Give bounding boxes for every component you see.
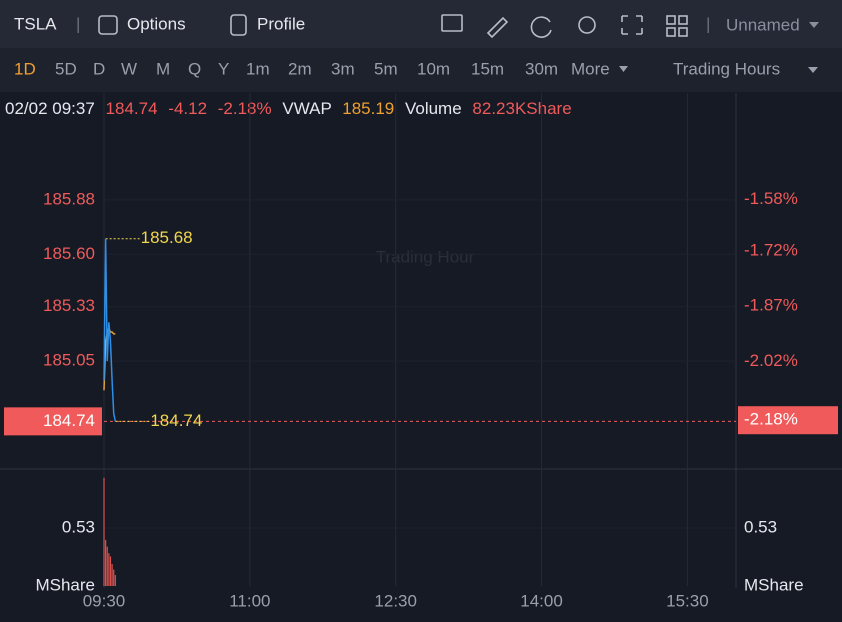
indicator-icon[interactable] xyxy=(441,14,463,32)
x-tick-label: 11:00 xyxy=(229,591,270,610)
y-axis-label: MShare xyxy=(35,575,95,594)
timeframe[interactable]: D xyxy=(93,59,105,78)
x-tick-label: 15:30 xyxy=(666,591,709,610)
last-price-box xyxy=(4,407,102,436)
info-time: 02/02 09:37 xyxy=(5,99,95,118)
timeframe[interactable]: M xyxy=(156,59,170,78)
info-volume-label: Volume xyxy=(405,99,462,118)
timeframe[interactable]: 30m xyxy=(525,59,558,78)
volume-bar xyxy=(106,546,108,586)
info-vwap-label: VWAP xyxy=(282,99,331,118)
info-volume: 82.23KShare xyxy=(472,99,571,118)
volume-bar xyxy=(103,477,105,586)
y-tick-label: 185.33 xyxy=(43,296,95,315)
y-tick-label: 0.53 xyxy=(744,517,777,536)
fullscreen-icon[interactable] xyxy=(621,15,643,35)
annotation-label: 185.68 xyxy=(141,228,193,247)
separator: | xyxy=(706,14,710,33)
y-tick-label: 185.88 xyxy=(43,189,95,208)
volume-bar xyxy=(108,553,110,586)
settings-icon[interactable] xyxy=(578,16,596,34)
info-line: 02/02 09:37 184.74 -4.12 -2.18% VWAP 185… xyxy=(5,99,572,118)
draw-icon[interactable] xyxy=(486,16,509,39)
timeframe[interactable]: 10m xyxy=(417,59,450,78)
dropdown-arrow xyxy=(619,66,628,72)
volume-bar xyxy=(109,556,112,586)
y2-tick-label: -1.72% xyxy=(744,241,798,260)
timeframe[interactable]: More xyxy=(571,59,610,78)
info-vwap: 185.19 xyxy=(342,99,394,118)
session-select[interactable]: Trading Hours xyxy=(673,59,780,78)
timeframe[interactable]: W xyxy=(121,59,137,78)
refresh-icon[interactable] xyxy=(530,16,552,38)
last-price-label: 184.74 xyxy=(43,411,95,430)
timeframe[interactable]: 5D xyxy=(55,59,77,78)
y-axis-label: MShare xyxy=(744,575,804,594)
info-change-pct: -2.18% xyxy=(218,99,272,118)
last-change-box xyxy=(738,406,838,435)
y2-tick-label: -1.58% xyxy=(744,189,798,208)
dropdown-arrow xyxy=(809,22,819,28)
timeframe[interactable]: Q xyxy=(188,59,201,78)
layout-icon[interactable] xyxy=(666,15,676,25)
toolbar xyxy=(0,0,842,48)
info-price: 184.74 xyxy=(106,99,158,118)
y-tick-label: 185.60 xyxy=(43,244,95,263)
plot: 09:30 11:00 12:30 14:00 15:30 185.05 185.33 185… xyxy=(0,93,842,610)
chart-area xyxy=(0,92,842,622)
volume-bar xyxy=(114,575,116,586)
y-tick-label: 0.53 xyxy=(62,517,95,536)
timeframe[interactable]: 1m xyxy=(246,59,270,78)
timeframe[interactable]: 15m xyxy=(471,59,504,78)
y2-tick-label: -1.87% xyxy=(744,296,798,315)
options-icon[interactable] xyxy=(98,15,118,35)
timeframe-bar xyxy=(0,48,842,92)
info-change: -4.12 xyxy=(168,99,207,118)
volume-bar xyxy=(111,564,113,586)
options-button[interactable]: Options xyxy=(127,14,186,33)
dropdown-arrow xyxy=(808,67,818,73)
layout-name[interactable]: Unnamed xyxy=(726,15,800,34)
volume-bar xyxy=(113,569,115,586)
profile-button[interactable]: Profile xyxy=(257,14,305,33)
separator: | xyxy=(76,14,80,33)
volume-bar xyxy=(105,540,107,586)
timeframe[interactable]: 3m xyxy=(331,59,355,78)
toolbar-icons xyxy=(98,14,688,39)
y2-tick-label: -2.02% xyxy=(744,351,798,370)
timeframe[interactable]: 5m xyxy=(374,59,398,78)
x-tick-label: 09:30 xyxy=(83,591,126,610)
y-tick-label: 185.05 xyxy=(43,351,95,370)
price-line xyxy=(103,238,117,422)
timeframe[interactable]: Y xyxy=(218,59,229,78)
symbol[interactable]: TSLA xyxy=(14,14,57,33)
x-tick-label: 14:00 xyxy=(520,591,563,610)
annotation-label: 184.74 xyxy=(150,411,202,430)
last-change-label: -2.18% xyxy=(744,410,798,429)
timeframe[interactable]: 1D xyxy=(14,59,36,78)
profile-icon[interactable] xyxy=(230,14,247,36)
x-tick-label: 12:30 xyxy=(374,591,417,610)
watermark: Trading Hour xyxy=(376,247,475,266)
timeframe[interactable]: 2m xyxy=(288,59,312,78)
